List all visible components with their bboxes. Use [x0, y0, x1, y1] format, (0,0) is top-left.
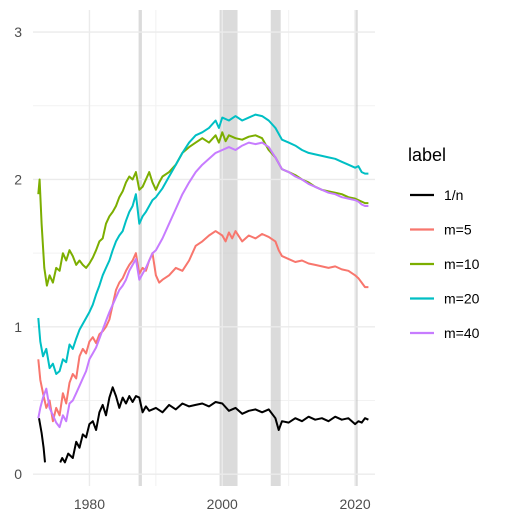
series-line-m-40 [37, 141, 369, 429]
y-tick-label: 3 [14, 24, 22, 40]
series-line-1-n [38, 418, 46, 463]
legend-item: m=5 [410, 222, 472, 238]
y-axis-tick-labels: 0 1 2 3 [14, 24, 22, 482]
legend-label: 1/n [444, 187, 463, 203]
y-tick-label: 1 [14, 319, 22, 335]
legend-label: m=10 [444, 256, 480, 272]
shaded-period [355, 10, 358, 486]
legend-items: 1/n m=5 m=10 m=20 m=40 [410, 187, 480, 341]
x-axis-tick-labels: 1980 2000 2020 [74, 496, 371, 512]
legend-label: m=40 [444, 325, 480, 341]
series-line-1-n [59, 386, 369, 464]
legend-item: m=20 [410, 291, 480, 307]
x-tick-label: 2000 [207, 496, 238, 512]
major-gridlines [33, 10, 375, 486]
legend: label 1/n m=5 m=10 m=20 m=40 [408, 145, 480, 341]
shaded-period [138, 10, 142, 486]
shaded-periods [138, 10, 358, 486]
legend-label: m=5 [444, 222, 472, 238]
x-tick-label: 1980 [74, 496, 105, 512]
legend-item: 1/n [410, 187, 463, 203]
shaded-period [270, 10, 281, 486]
legend-label: m=20 [444, 291, 480, 307]
legend-item: m=40 [410, 325, 480, 341]
minor-gridlines [33, 10, 375, 486]
y-tick-label: 2 [14, 171, 22, 187]
legend-title: label [408, 145, 446, 165]
series-line-m-20 [37, 113, 369, 375]
shaded-period [219, 10, 238, 486]
y-tick-label: 0 [14, 466, 22, 482]
legend-item: m=10 [410, 256, 480, 272]
series-lines [37, 113, 369, 464]
x-tick-label: 2020 [339, 496, 370, 512]
series-line-m-5 [37, 230, 369, 423]
